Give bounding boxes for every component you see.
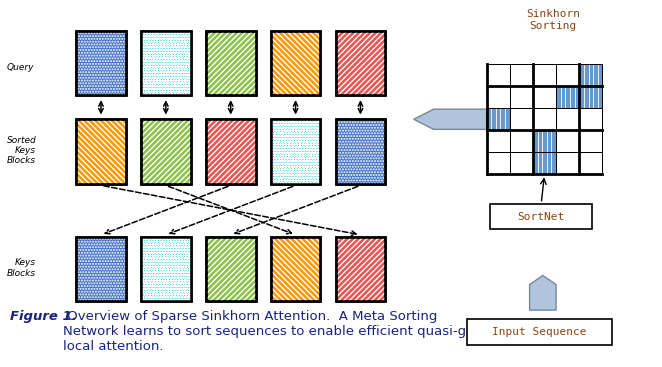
- Bar: [556, 86, 579, 108]
- Bar: [579, 152, 602, 174]
- Text: Sorted
Keys
Blocks: Sorted Keys Blocks: [7, 135, 36, 166]
- Bar: [510, 86, 533, 108]
- Bar: [556, 152, 579, 174]
- Bar: [76, 119, 126, 184]
- Bar: [206, 119, 256, 184]
- Bar: [336, 119, 385, 184]
- Text: Overview of Sparse Sinkhorn Attention.  A Meta Sorting
Network learns to sort se: Overview of Sparse Sinkhorn Attention. A…: [63, 310, 498, 353]
- Bar: [206, 31, 256, 95]
- Bar: [76, 237, 126, 301]
- Text: Input Sequence: Input Sequence: [493, 327, 587, 337]
- Bar: [556, 108, 579, 130]
- Bar: [510, 64, 533, 86]
- Bar: [206, 237, 256, 301]
- Bar: [271, 119, 320, 184]
- Bar: [533, 86, 556, 108]
- Bar: [76, 31, 126, 95]
- Bar: [271, 31, 320, 95]
- Bar: [141, 237, 191, 301]
- Bar: [271, 237, 320, 301]
- Bar: [336, 31, 385, 95]
- Bar: [271, 31, 320, 95]
- Bar: [76, 119, 126, 184]
- Bar: [76, 119, 126, 184]
- Bar: [206, 119, 256, 184]
- Bar: [510, 108, 533, 130]
- Text: Sinkhorn
Sorting: Sinkhorn Sorting: [526, 9, 580, 31]
- Bar: [141, 31, 191, 95]
- Text: SortNet: SortNet: [518, 211, 565, 222]
- Bar: [206, 237, 256, 301]
- Bar: [336, 237, 385, 301]
- Bar: [206, 237, 256, 301]
- FancyArrow shape: [530, 275, 556, 310]
- Bar: [487, 152, 510, 174]
- Bar: [533, 152, 556, 174]
- Bar: [336, 31, 385, 95]
- Bar: [141, 31, 191, 95]
- Bar: [271, 119, 320, 184]
- Bar: [533, 108, 556, 130]
- Bar: [76, 237, 126, 301]
- Bar: [510, 152, 533, 174]
- Bar: [510, 130, 533, 152]
- Bar: [206, 31, 256, 95]
- Bar: [533, 64, 556, 86]
- Bar: [206, 31, 256, 95]
- Bar: [487, 86, 510, 108]
- Bar: [206, 119, 256, 184]
- Bar: [76, 237, 126, 301]
- Bar: [336, 119, 385, 184]
- FancyArrow shape: [414, 109, 487, 129]
- Bar: [533, 130, 556, 152]
- Bar: [141, 119, 191, 184]
- Bar: [467, 319, 612, 345]
- Text: Query: Query: [7, 63, 34, 72]
- Bar: [556, 64, 579, 86]
- Bar: [579, 64, 602, 86]
- Bar: [76, 31, 126, 95]
- Bar: [579, 108, 602, 130]
- Bar: [487, 130, 510, 152]
- Bar: [141, 237, 191, 301]
- Bar: [579, 86, 602, 108]
- Bar: [336, 119, 385, 184]
- Bar: [76, 31, 126, 95]
- Bar: [336, 237, 385, 301]
- Bar: [271, 31, 320, 95]
- Text: Keys
Blocks: Keys Blocks: [7, 258, 36, 277]
- Bar: [556, 130, 579, 152]
- Bar: [271, 237, 320, 301]
- Bar: [141, 31, 191, 95]
- Bar: [271, 237, 320, 301]
- Bar: [487, 108, 510, 130]
- Bar: [141, 119, 191, 184]
- Bar: [336, 31, 385, 95]
- Text: Figure 1.: Figure 1.: [10, 310, 77, 323]
- Bar: [141, 119, 191, 184]
- Bar: [579, 130, 602, 152]
- Bar: [271, 119, 320, 184]
- Bar: [487, 64, 510, 86]
- Bar: [490, 204, 592, 229]
- Bar: [141, 237, 191, 301]
- Bar: [336, 237, 385, 301]
